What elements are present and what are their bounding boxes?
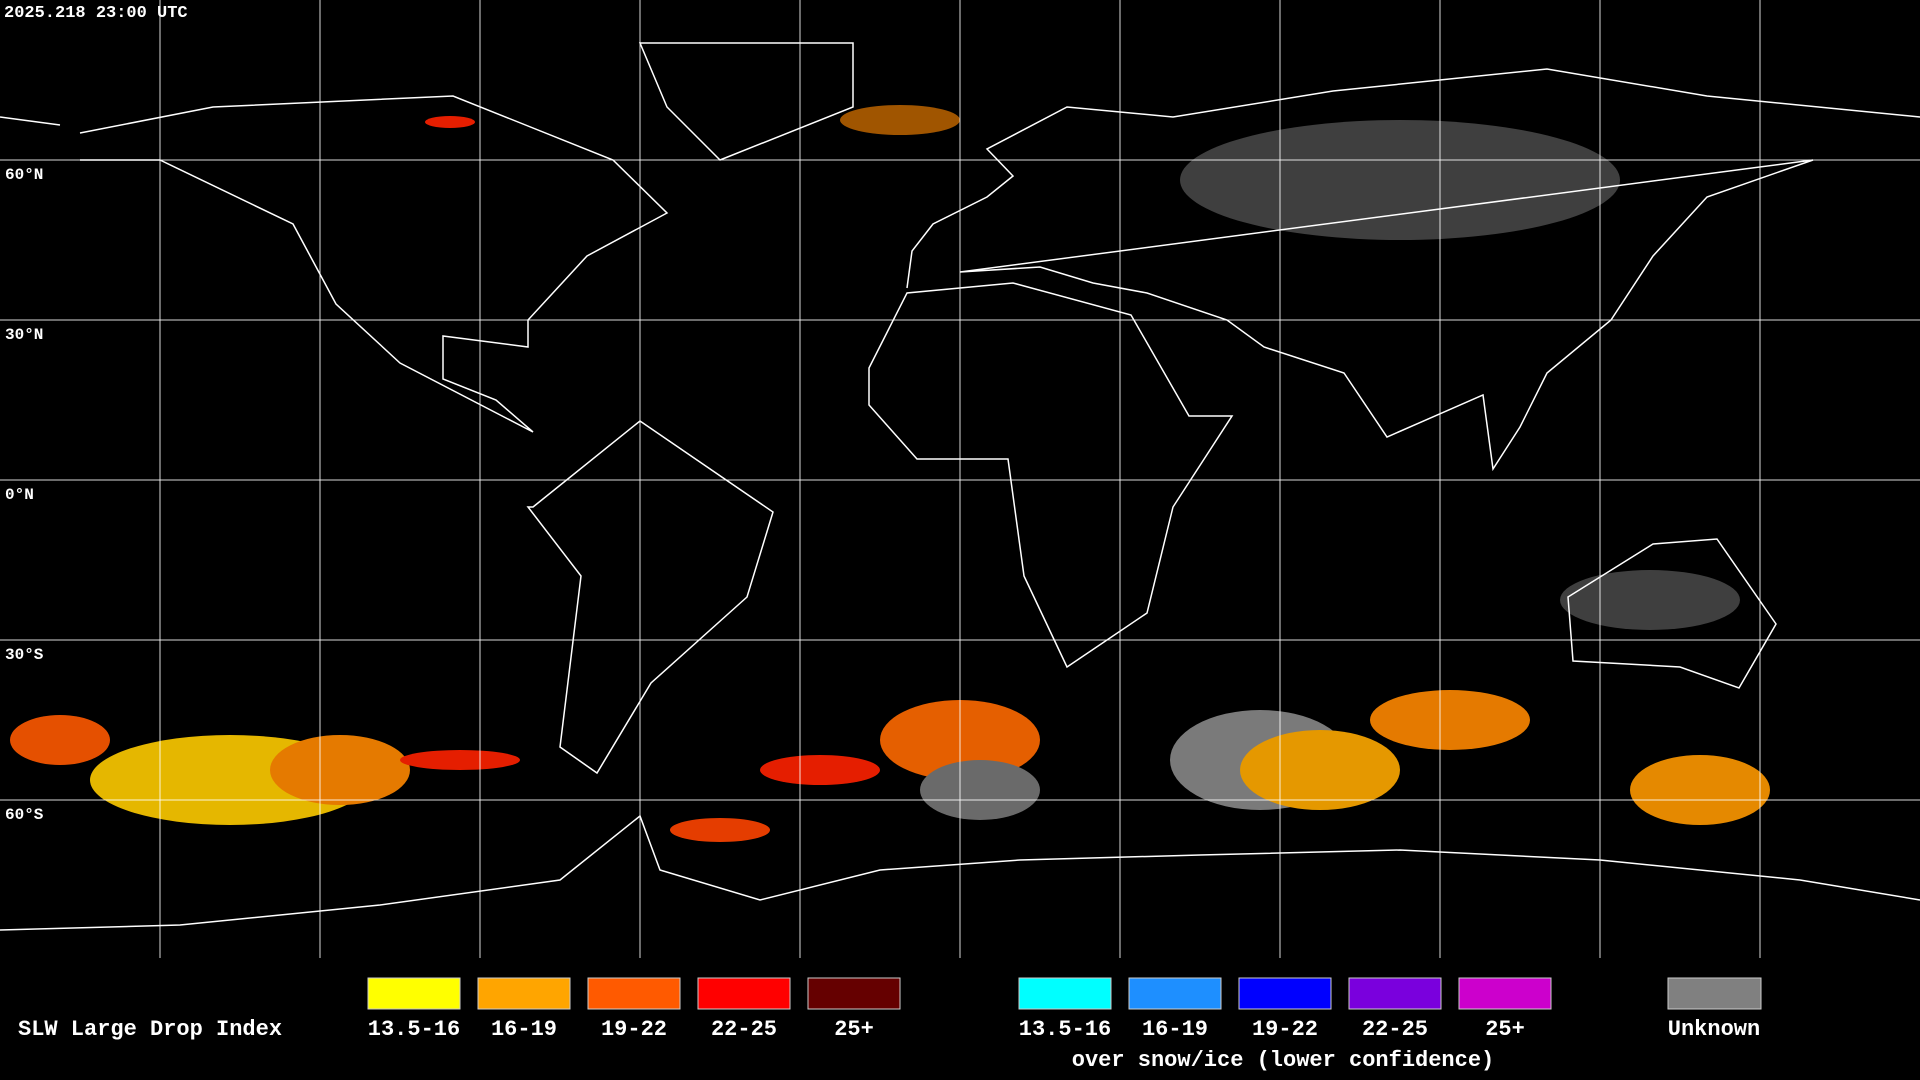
legend: 13.5-16 16-19 19-22 22-25 25+ 13.5-16 16-19 19-… bbox=[367, 977, 1762, 1042]
legend-swatch bbox=[1667, 977, 1762, 1010]
legend-label: 19-22 bbox=[1252, 1017, 1318, 1042]
antarctica bbox=[0, 814, 1920, 931]
south-america bbox=[526, 420, 774, 775]
cloud bbox=[760, 755, 880, 785]
legend-label: 25+ bbox=[1485, 1017, 1525, 1042]
cloud bbox=[425, 116, 475, 128]
timestamp: 2025.218 23:00 UTC bbox=[4, 4, 188, 23]
legend-swatch bbox=[367, 977, 461, 1010]
legend-swatch bbox=[1018, 977, 1112, 1010]
legend-label: 25+ bbox=[834, 1017, 874, 1042]
cloud bbox=[1560, 570, 1740, 630]
lat-label: 0°N bbox=[5, 486, 34, 504]
legend-label: Unknown bbox=[1668, 1017, 1760, 1042]
cloud bbox=[920, 760, 1040, 820]
legend-title: SLW Large Drop Index bbox=[18, 1017, 282, 1042]
snow-caption: over snow/ice (lower confidence) bbox=[1072, 1048, 1494, 1073]
africa bbox=[868, 282, 1234, 669]
lat-label: 30°N bbox=[5, 326, 43, 344]
north-america bbox=[79, 95, 669, 433]
coastlines bbox=[0, 42, 1920, 931]
greenland bbox=[638, 42, 854, 161]
legend-label: 19-22 bbox=[601, 1017, 667, 1042]
graticule: 60°N 30°N 0°N 30°S 60°S bbox=[0, 0, 1920, 958]
legend-swatch bbox=[1348, 977, 1442, 1010]
cloud bbox=[1630, 755, 1770, 825]
cloud bbox=[1240, 730, 1400, 810]
legend-label: 13.5-16 bbox=[1019, 1017, 1111, 1042]
legend-label: 22-25 bbox=[711, 1017, 777, 1042]
legend-swatch bbox=[477, 977, 571, 1010]
legend-label: 22-25 bbox=[1362, 1017, 1428, 1042]
legend-swatch bbox=[807, 977, 901, 1010]
legend-swatch bbox=[1128, 977, 1222, 1010]
legend-label: 16-19 bbox=[1142, 1017, 1208, 1042]
legend-label: 16-19 bbox=[491, 1017, 557, 1042]
australia bbox=[1567, 538, 1777, 689]
legend-label: 13.5-16 bbox=[368, 1017, 460, 1042]
eurasia bbox=[0, 68, 1920, 472]
lat-label: 60°S bbox=[5, 806, 44, 824]
legend-swatch bbox=[1458, 977, 1552, 1010]
legend-swatch bbox=[697, 977, 791, 1010]
cloud bbox=[840, 105, 960, 135]
legend-swatch bbox=[587, 977, 681, 1010]
cloud-field bbox=[10, 105, 1770, 842]
lat-label: 60°N bbox=[5, 166, 43, 184]
cloud bbox=[1370, 690, 1530, 750]
legend-swatch bbox=[1238, 977, 1332, 1010]
legend-panel bbox=[0, 958, 1920, 1080]
cloud bbox=[400, 750, 520, 770]
cloud bbox=[670, 818, 770, 842]
cloud bbox=[270, 735, 410, 805]
cloud bbox=[1180, 120, 1620, 240]
lat-label: 30°S bbox=[5, 646, 44, 664]
cloud bbox=[10, 715, 110, 765]
